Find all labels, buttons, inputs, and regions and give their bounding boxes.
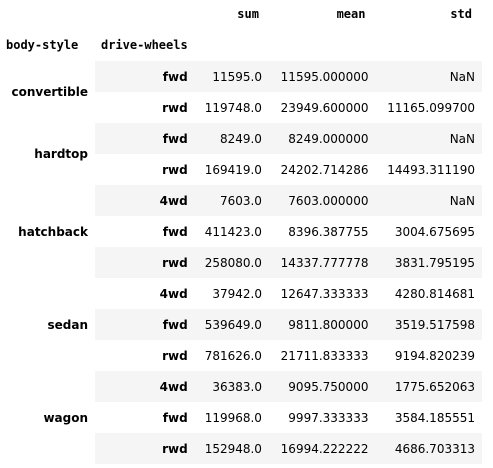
mean-cell: 14337.777778 <box>268 247 376 278</box>
drive-wheels-cell: rwd <box>162 348 188 363</box>
table-row: sedan 4wd 37942.0 12647.333333 4280.8146… <box>0 278 482 371</box>
mean-cell: 12647.333333 <box>280 286 369 301</box>
drive-wheels-cell: fwd <box>162 410 188 425</box>
table-row: rwd 152948.0 16994.222222 4686.703313 <box>0 433 482 464</box>
std-cell: NaN <box>375 61 482 92</box>
std-cell: 4686.703313 <box>375 433 482 464</box>
column-header-sum: sum <box>237 7 259 21</box>
sum-cell: 119748.0 <box>204 100 262 115</box>
column-header-mean: mean <box>336 7 366 21</box>
table-row: hardtop fwd 8249.0 8249.000000 NaN <box>0 123 482 185</box>
group-label-hatchback: hatchback <box>0 185 95 278</box>
drive-wheels-cell: fwd <box>95 309 195 340</box>
mean-cell: 9095.750000 <box>268 371 376 402</box>
drive-wheels-cell: rwd <box>95 433 195 464</box>
mean-cell: 16994.222222 <box>268 433 376 464</box>
empty-cell <box>269 28 376 61</box>
std-cell: 3584.185551 <box>394 410 475 425</box>
empty-cell <box>375 28 482 61</box>
mean-cell: 9997.333333 <box>288 410 369 425</box>
mean-cell: 11595.000000 <box>268 61 376 92</box>
table-row: rwd 169419.0 24202.714286 14493.311190 <box>0 154 482 185</box>
table-row: hatchback 4wd 7603.0 7603.000000 NaN <box>0 185 482 278</box>
drive-wheels-cell: fwd <box>95 61 195 92</box>
corner-cell <box>95 0 195 28</box>
std-cell: 14493.311190 <box>387 162 475 177</box>
std-cell: 3831.795195 <box>375 247 482 278</box>
sum-cell: 152948.0 <box>194 433 269 464</box>
table-header: sum mean std body-style drive-wheels <box>0 0 482 61</box>
drive-wheels-cell: 4wd <box>95 185 195 216</box>
index-name-drive-wheels: drive-wheels <box>101 37 188 52</box>
table-row: fwd 539649.0 9811.800000 3519.517598 <box>0 309 482 340</box>
sum-cell: 36383.0 <box>194 371 269 402</box>
index-name-row: body-style drive-wheels <box>0 28 482 61</box>
sum-cell: 781626.0 <box>204 348 262 363</box>
mean-cell: 9811.800000 <box>268 309 376 340</box>
std-cell: NaN <box>375 185 482 216</box>
sum-cell: 258080.0 <box>194 247 269 278</box>
index-name-body-style: body-style <box>6 37 79 52</box>
sum-cell: 119968.0 <box>204 410 262 425</box>
std-cell: 3519.517598 <box>375 309 482 340</box>
drive-wheels-cell: rwd <box>95 247 195 278</box>
sum-cell: 7603.0 <box>194 185 269 216</box>
std-cell: 3004.675695 <box>394 224 475 239</box>
std-cell: 11165.099700 <box>387 100 475 115</box>
mean-cell: 7603.000000 <box>268 185 376 216</box>
std-cell: 1775.652063 <box>375 371 482 402</box>
drive-wheels-cell: fwd <box>95 123 195 154</box>
sum-cell: 539649.0 <box>194 309 269 340</box>
drive-wheels-cell: rwd <box>162 162 188 177</box>
empty-cell <box>195 28 269 61</box>
column-header-std: std <box>450 7 472 21</box>
drive-wheels-cell: fwd <box>162 224 188 239</box>
group-label-wagon: wagon <box>0 371 95 464</box>
drive-wheels-cell: 4wd <box>95 371 195 402</box>
group-label-hardtop: hardtop <box>0 123 95 185</box>
mean-cell: 23949.600000 <box>280 100 369 115</box>
sum-cell: 169419.0 <box>204 162 262 177</box>
dataframe-table: sum mean std body-style drive-wheels con… <box>0 0 482 464</box>
std-cell: NaN <box>375 123 482 154</box>
table-body: convertible fwd 11595.0 11595.000000 NaN… <box>0 61 482 464</box>
table-row: rwd 258080.0 14337.777778 3831.795195 <box>0 247 482 278</box>
column-header-row: sum mean std <box>0 0 482 28</box>
drive-wheels-cell: rwd <box>162 100 188 115</box>
mean-cell: 24202.714286 <box>280 162 369 177</box>
sum-cell: 411423.0 <box>204 224 262 239</box>
mean-cell: 8396.387755 <box>288 224 369 239</box>
std-cell: 9194.820239 <box>394 348 475 363</box>
std-cell: 4280.814681 <box>394 286 475 301</box>
mean-cell: 21711.833333 <box>280 348 369 363</box>
table-row: convertible fwd 11595.0 11595.000000 NaN <box>0 61 482 123</box>
sum-cell: 37942.0 <box>212 286 262 301</box>
drive-wheels-cell: 4wd <box>159 286 188 301</box>
table-row: rwd 119748.0 23949.600000 11165.099700 <box>0 92 482 123</box>
table-row: fwd 411423.0 8396.387755 3004.675695 <box>0 216 482 247</box>
table-row: wagon 4wd 36383.0 9095.750000 1775.65206… <box>0 371 482 464</box>
group-label-convertible: convertible <box>0 61 95 123</box>
sum-cell: 11595.0 <box>194 61 269 92</box>
mean-cell: 8249.000000 <box>268 123 376 154</box>
sum-cell: 8249.0 <box>194 123 269 154</box>
table-row: fwd 119968.0 9997.333333 3584.185551 <box>0 402 482 433</box>
table-row: rwd 781626.0 21711.833333 9194.820239 <box>0 340 482 371</box>
group-label-sedan: sedan <box>0 278 95 371</box>
corner-cell <box>0 0 95 28</box>
